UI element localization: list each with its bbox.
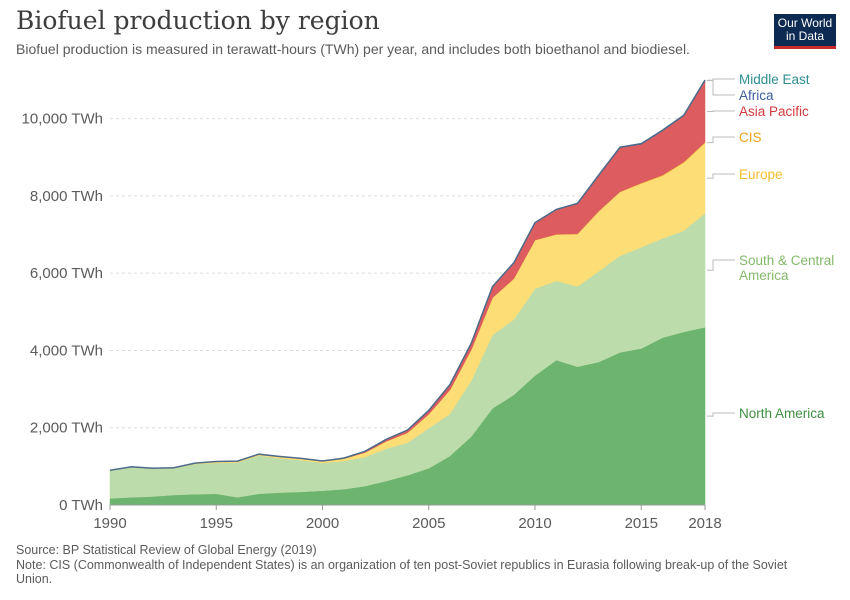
label-africa[interactable]: Africa	[707, 80, 774, 103]
label-connector	[707, 78, 735, 81]
total-outline	[109, 79, 706, 471]
series-label-text: North America	[739, 406, 825, 421]
x-tick-label: 2010	[518, 515, 551, 532]
x-tick-label: 2005	[412, 515, 445, 532]
series-label-text: South & Central	[739, 253, 834, 268]
y-tick-label: 10,000 TWh	[22, 111, 103, 128]
series-label-text: Europe	[739, 167, 783, 182]
y-tick-label: 4,000 TWh	[30, 342, 103, 359]
label-connector	[707, 80, 735, 96]
label-connector	[707, 412, 735, 417]
label-connector	[707, 136, 735, 144]
label-connector	[707, 173, 735, 179]
x-tick-label: 1995	[200, 515, 233, 532]
grid-lines: 0 TWh 2,000 TWh 4,000 TWh 6,000 TWh 8,000 TW…	[22, 111, 705, 514]
series-label-text: Middle East	[739, 72, 810, 87]
logo-line-1: Our World	[777, 16, 833, 30]
y-tick-label: 8,000 TWh	[30, 188, 103, 205]
axes: 1990 1995 2000 2005 2010 2015 2018	[93, 504, 722, 532]
label-north-america[interactable]: North America	[707, 406, 825, 421]
label-cis[interactable]: CIS	[707, 130, 762, 145]
series-label-text: CIS	[739, 130, 762, 145]
series-label-text: America	[739, 268, 789, 283]
logo-line-2: in Data	[785, 29, 825, 43]
label-connector	[707, 110, 735, 112]
y-tick-label: 0 TWh	[59, 497, 103, 514]
y-tick-label: 6,000 TWh	[30, 265, 103, 282]
chart-title: Biofuel production by region	[16, 6, 380, 35]
x-tick-label: 2000	[306, 515, 339, 532]
footnote: Note: CIS (Commonwealth of Independent S…	[16, 558, 788, 586]
label-europe[interactable]: Europe	[707, 167, 783, 182]
y-tick-label: 2,000 TWh	[30, 420, 103, 437]
chart-subtitle: Biofuel production is measured in terawa…	[16, 41, 690, 57]
x-tick-label: 2018	[688, 515, 721, 532]
series-label-text: Africa	[739, 88, 774, 103]
source-note: Source: BP Statistical Review of Global …	[16, 543, 317, 557]
label-asia-pacific[interactable]: Asia Pacific	[707, 104, 809, 119]
owid-logo[interactable]: Our World in Data	[774, 14, 836, 49]
label-middle-east[interactable]: Middle East	[707, 72, 810, 87]
label-connector	[707, 259, 735, 271]
x-tick-label: 1990	[93, 515, 126, 532]
x-tick-label: 2015	[625, 515, 658, 532]
area-series[interactable]	[109, 79, 706, 506]
series-label-text: Asia Pacific	[739, 104, 809, 119]
